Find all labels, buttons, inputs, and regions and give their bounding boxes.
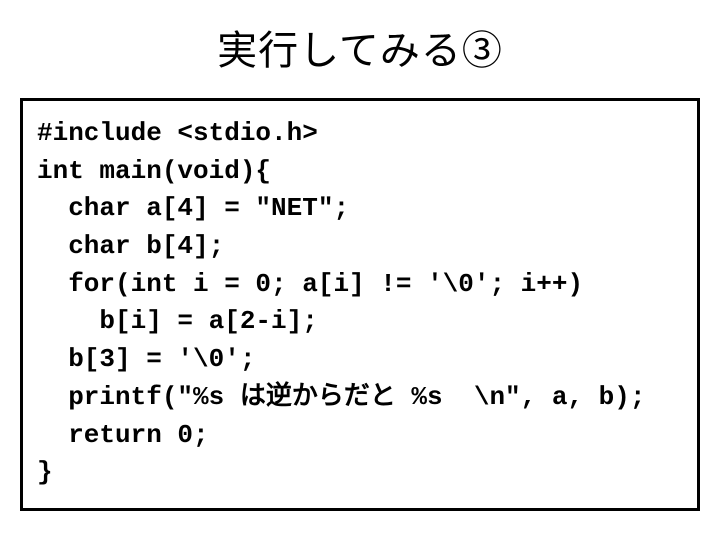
code-line: b[i] = a[2-i]; [37, 303, 681, 341]
code-line: int main(void){ [37, 153, 681, 191]
code-line: char a[4] = "NET"; [37, 190, 681, 228]
code-line: b[3] = '\0'; [37, 341, 681, 379]
code-line: char b[4]; [37, 228, 681, 266]
page-title: 実行してみる③ [20, 18, 700, 76]
code-line: for(int i = 0; a[i] != '\0'; i++) [37, 266, 681, 304]
code-line: #include <stdio.h> [37, 115, 681, 153]
code-box: #include <stdio.h> int main(void){ char … [20, 98, 700, 511]
slide-page: 実行してみる③ #include <stdio.h> int main(void… [0, 0, 720, 540]
code-line: return 0; [37, 417, 681, 455]
code-line: } [37, 454, 681, 492]
code-line: printf("%s は逆からだと %s \n", a, b); [37, 379, 681, 417]
